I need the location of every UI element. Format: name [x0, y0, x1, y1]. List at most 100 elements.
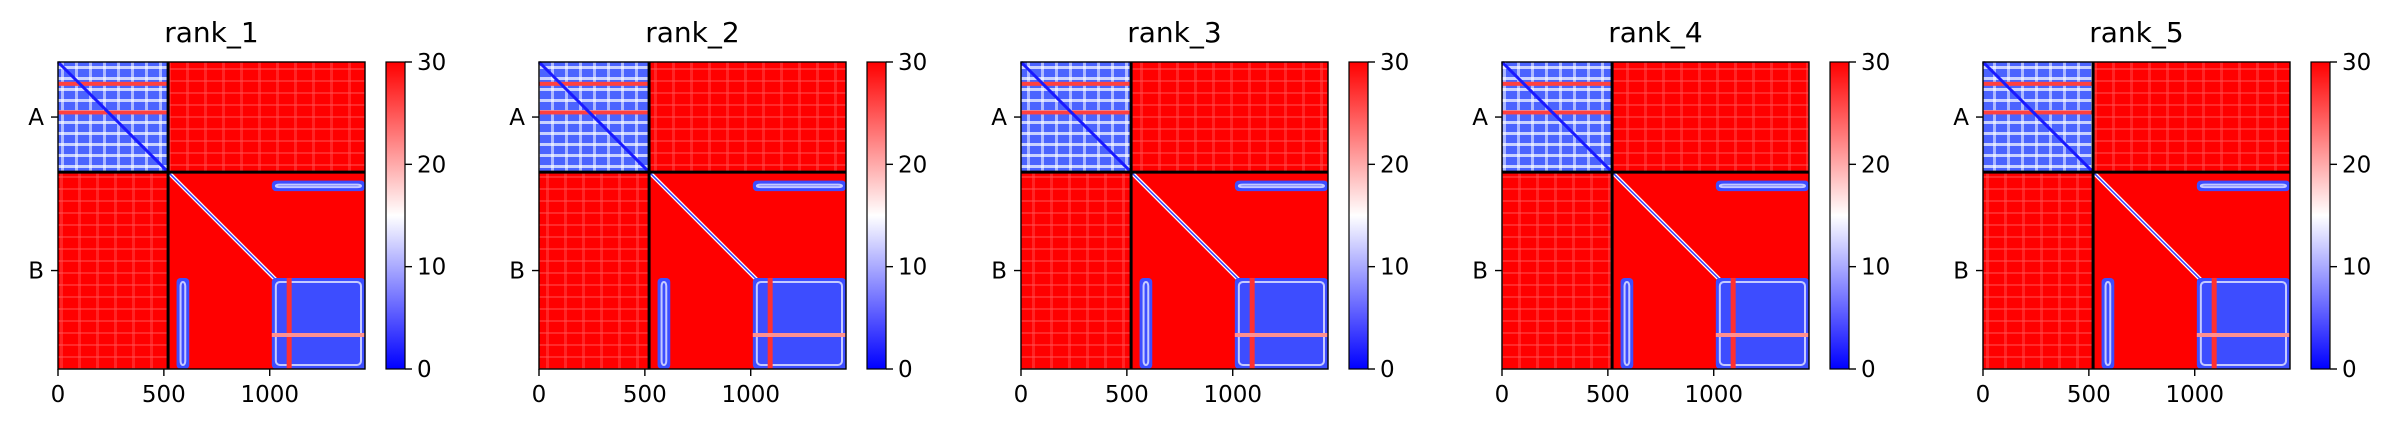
domain-block — [752, 277, 846, 369]
heatmap-region-ab — [1131, 62, 1328, 173]
domain-top-strip — [1234, 180, 1328, 192]
domain-outline — [1237, 280, 1326, 366]
x-tick-label: 500 — [1105, 382, 1149, 408]
panel-title: rank_4 — [1608, 16, 1702, 49]
heatmap-region-ab — [168, 62, 365, 173]
domain-block — [271, 277, 365, 369]
colorbar: 0 10 20 30 — [866, 50, 927, 383]
diagonal-a — [1500, 60, 1614, 174]
colorbar: 0 10 20 30 — [385, 50, 446, 383]
diagonal-a — [1019, 60, 1133, 174]
panel-rank_5: rank_5 0 500 1000 A B 0 10 20 30 — [1953, 16, 2371, 408]
x-tick-label: 1000 — [721, 382, 780, 408]
domain-outline — [274, 183, 362, 189]
domain-top-strip — [271, 180, 365, 192]
x-tick-label: 0 — [1495, 382, 1510, 408]
domain-left-strip — [2101, 277, 2115, 369]
domain-block — [2196, 277, 2290, 369]
y-tick-label: B — [1953, 259, 1969, 285]
y-tick-label: B — [991, 259, 1007, 285]
domain-left-strip — [657, 277, 671, 369]
colorbar-gradient — [2310, 61, 2331, 370]
colorbar-gradient — [1829, 61, 1850, 370]
colorbar-tick-label: 0 — [1380, 357, 1395, 383]
domain-left-strip — [1139, 277, 1153, 369]
plot-frame — [1501, 61, 1810, 370]
diagonal-a — [56, 60, 170, 174]
x-tick-label: 0 — [51, 382, 66, 408]
domain-outline — [755, 280, 843, 366]
colorbar-tick-label: 10 — [898, 255, 927, 281]
domain-block — [1234, 180, 1328, 192]
x-tick-label: 1000 — [240, 382, 299, 408]
domain-gap — [767, 277, 773, 369]
colorbar-tick-label: 0 — [2342, 357, 2357, 383]
colorbar-tick-label: 20 — [2342, 152, 2371, 178]
domain-block — [1715, 180, 1809, 192]
domain-left-strip — [176, 277, 190, 369]
x-tick-label: 500 — [1586, 382, 1630, 408]
colorbar-tick-label: 10 — [417, 255, 446, 281]
domain-gap — [2211, 277, 2217, 369]
colorbar-tick-label: 0 — [417, 357, 432, 383]
panel-rank_4: rank_4 0 500 1000 A B 0 10 20 30 — [1472, 16, 1890, 408]
pae-heatmap — [537, 60, 848, 371]
colorbar-tick-label: 20 — [417, 152, 446, 178]
domain-gap — [1730, 277, 1736, 369]
domain-outline — [2199, 183, 2287, 189]
colorbar-gradient — [385, 61, 406, 370]
colorbar-tick-label: 30 — [1861, 50, 1890, 76]
pae-heatmap — [56, 60, 367, 371]
plot-frame — [1020, 61, 1329, 370]
domain-outline — [1237, 183, 1326, 189]
domain-bottom-right — [271, 277, 365, 369]
colorbar: 0 10 20 30 — [1348, 50, 1409, 383]
domain-gap — [2196, 333, 2290, 338]
panel-title: rank_3 — [1127, 16, 1221, 49]
domain-bottom-right — [2196, 277, 2290, 369]
colorbar: 0 10 20 30 — [2310, 50, 2371, 383]
heatmap-region-ab — [1612, 62, 1809, 173]
panel-rank_2: rank_2 0 500 1000 A B 0 10 20 30 — [509, 16, 927, 408]
y-tick-label: A — [991, 105, 1007, 131]
domain-outline — [2199, 280, 2287, 366]
pae-heatmap — [1981, 60, 2292, 371]
domain-gap — [1234, 333, 1328, 338]
x-tick-label: 500 — [142, 382, 186, 408]
x-tick-label: 0 — [1976, 382, 1991, 408]
colorbar-tick-label: 10 — [1861, 255, 1890, 281]
x-tick-label: 0 — [1014, 382, 1029, 408]
y-tick-label: A — [1472, 105, 1488, 131]
plot-frame — [1982, 61, 2291, 370]
domain-block — [752, 180, 846, 192]
colorbar: 0 10 20 30 — [1829, 50, 1890, 383]
x-tick-label: 500 — [623, 382, 667, 408]
heatmap-strip — [1983, 81, 2094, 86]
panel-rank_1: rank_1 0 500 1000 A B 0 10 20 30 — [28, 16, 446, 408]
plot-frame — [538, 61, 847, 370]
heatmap-strip — [1502, 81, 1613, 86]
plot-frame — [57, 61, 366, 370]
heatmap-region-ba — [539, 172, 650, 369]
domain-block — [1139, 277, 1153, 369]
y-tick-label: A — [28, 105, 44, 131]
panel-title: rank_2 — [645, 16, 739, 49]
domain-top-strip — [2196, 180, 2290, 192]
domain-block — [1620, 277, 1634, 369]
colorbar-gradient — [866, 61, 887, 370]
panel-title: rank_1 — [164, 16, 258, 49]
domain-gap — [271, 333, 365, 338]
heatmap-region-ba — [1983, 172, 2094, 369]
colorbar-gradient — [1348, 61, 1369, 370]
domain-gap — [1249, 277, 1255, 369]
domain-outline — [1623, 280, 1631, 366]
colorbar-tick-label: 30 — [1380, 50, 1409, 76]
panel-rank_3: rank_3 0 500 1000 A B 0 10 20 30 — [991, 16, 1409, 408]
y-tick-label: A — [1953, 105, 1969, 131]
heatmap-strip — [58, 81, 169, 86]
colorbar-tick-label: 20 — [1861, 152, 1890, 178]
colorbar-tick-label: 10 — [1380, 255, 1409, 281]
domain-outline — [1142, 280, 1150, 366]
domain-outline — [274, 280, 362, 366]
domain-block — [176, 277, 190, 369]
